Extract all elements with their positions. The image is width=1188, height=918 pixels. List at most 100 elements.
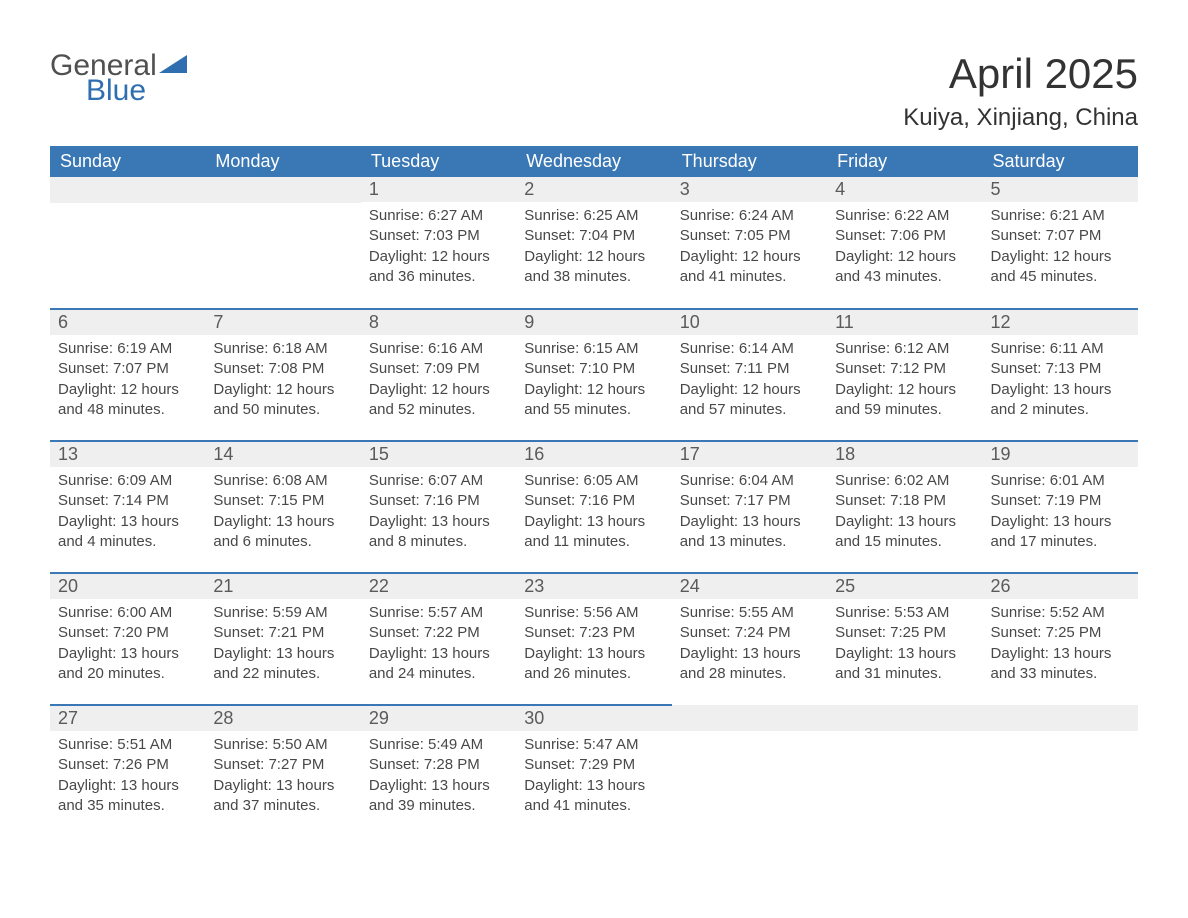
day-cell: 27Sunrise: 5:51 AMSunset: 7:26 PMDayligh… <box>50 705 205 837</box>
daylight-line: Daylight: 13 hours and 33 minutes. <box>991 644 1130 685</box>
sunset-line: Sunset: 7:27 PM <box>213 755 352 775</box>
day-number: 6 <box>50 310 205 335</box>
sunrise-line: Sunrise: 5:53 AM <box>835 603 974 623</box>
sunrise-line: Sunrise: 6:27 AM <box>369 206 508 226</box>
day-number: 4 <box>827 177 982 202</box>
daylight-line: Daylight: 13 hours and 2 minutes. <box>991 380 1130 421</box>
dow-thursday: Thursday <box>672 146 827 177</box>
daylight-line: Daylight: 13 hours and 20 minutes. <box>58 644 197 685</box>
sunrise-line: Sunrise: 6:11 AM <box>991 339 1130 359</box>
day-number: 28 <box>205 706 360 731</box>
sunset-line: Sunset: 7:25 PM <box>991 623 1130 643</box>
sunset-line: Sunset: 7:04 PM <box>524 226 663 246</box>
day-content: Sunrise: 6:08 AMSunset: 7:15 PMDaylight:… <box>205 467 360 560</box>
day-cell: 12Sunrise: 6:11 AMSunset: 7:13 PMDayligh… <box>983 309 1138 441</box>
sunrise-line: Sunrise: 5:52 AM <box>991 603 1130 623</box>
day-number: 27 <box>50 706 205 731</box>
day-content: Sunrise: 6:11 AMSunset: 7:13 PMDaylight:… <box>983 335 1138 428</box>
sunrise-line: Sunrise: 6:14 AM <box>680 339 819 359</box>
empty-day-cell <box>50 177 205 309</box>
sunrise-line: Sunrise: 6:22 AM <box>835 206 974 226</box>
day-number: 14 <box>205 442 360 467</box>
day-content: Sunrise: 6:25 AMSunset: 7:04 PMDaylight:… <box>516 202 671 295</box>
sunset-line: Sunset: 7:25 PM <box>835 623 974 643</box>
sunrise-line: Sunrise: 6:02 AM <box>835 471 974 491</box>
sunset-line: Sunset: 7:16 PM <box>524 491 663 511</box>
day-cell: 20Sunrise: 6:00 AMSunset: 7:20 PMDayligh… <box>50 573 205 705</box>
day-number: 5 <box>983 177 1138 202</box>
day-cell: 23Sunrise: 5:56 AMSunset: 7:23 PMDayligh… <box>516 573 671 705</box>
sunset-line: Sunset: 7:13 PM <box>991 359 1130 379</box>
day-cell: 30Sunrise: 5:47 AMSunset: 7:29 PMDayligh… <box>516 705 671 837</box>
sunset-line: Sunset: 7:14 PM <box>58 491 197 511</box>
day-number: 30 <box>516 706 671 731</box>
sunrise-line: Sunrise: 6:24 AM <box>680 206 819 226</box>
daylight-line: Daylight: 12 hours and 41 minutes. <box>680 247 819 288</box>
day-number: 29 <box>361 706 516 731</box>
empty-day-cell <box>672 705 827 837</box>
day-cell: 16Sunrise: 6:05 AMSunset: 7:16 PMDayligh… <box>516 441 671 573</box>
sunrise-line: Sunrise: 5:59 AM <box>213 603 352 623</box>
day-content: Sunrise: 6:24 AMSunset: 7:05 PMDaylight:… <box>672 202 827 295</box>
sunset-line: Sunset: 7:22 PM <box>369 623 508 643</box>
day-number: 21 <box>205 574 360 599</box>
day-number: 11 <box>827 310 982 335</box>
day-content: Sunrise: 6:07 AMSunset: 7:16 PMDaylight:… <box>361 467 516 560</box>
dow-sunday: Sunday <box>50 146 205 177</box>
sunset-line: Sunset: 7:12 PM <box>835 359 974 379</box>
day-cell: 29Sunrise: 5:49 AMSunset: 7:28 PMDayligh… <box>361 705 516 837</box>
dow-tuesday: Tuesday <box>361 146 516 177</box>
day-number: 1 <box>361 177 516 202</box>
sunrise-line: Sunrise: 5:50 AM <box>213 735 352 755</box>
day-cell: 10Sunrise: 6:14 AMSunset: 7:11 PMDayligh… <box>672 309 827 441</box>
daylight-line: Daylight: 12 hours and 57 minutes. <box>680 380 819 421</box>
daylight-line: Daylight: 13 hours and 31 minutes. <box>835 644 974 685</box>
day-cell: 24Sunrise: 5:55 AMSunset: 7:24 PMDayligh… <box>672 573 827 705</box>
day-content: Sunrise: 6:18 AMSunset: 7:08 PMDaylight:… <box>205 335 360 428</box>
daylight-line: Daylight: 13 hours and 15 minutes. <box>835 512 974 553</box>
day-content: Sunrise: 6:21 AMSunset: 7:07 PMDaylight:… <box>983 202 1138 295</box>
dow-monday: Monday <box>205 146 360 177</box>
sunset-line: Sunset: 7:19 PM <box>991 491 1130 511</box>
day-content: Sunrise: 6:09 AMSunset: 7:14 PMDaylight:… <box>50 467 205 560</box>
sunset-line: Sunset: 7:05 PM <box>680 226 819 246</box>
dow-friday: Friday <box>827 146 982 177</box>
empty-day-cell <box>827 705 982 837</box>
day-content: Sunrise: 5:50 AMSunset: 7:27 PMDaylight:… <box>205 731 360 824</box>
sunrise-line: Sunrise: 5:55 AM <box>680 603 819 623</box>
day-cell: 28Sunrise: 5:50 AMSunset: 7:27 PMDayligh… <box>205 705 360 837</box>
sunrise-line: Sunrise: 6:16 AM <box>369 339 508 359</box>
sunset-line: Sunset: 7:21 PM <box>213 623 352 643</box>
daylight-line: Daylight: 12 hours and 50 minutes. <box>213 380 352 421</box>
calendar-table: Sunday Monday Tuesday Wednesday Thursday… <box>50 146 1138 837</box>
sunrise-line: Sunrise: 5:57 AM <box>369 603 508 623</box>
brand-logo: General Blue <box>50 50 187 105</box>
sunrise-line: Sunrise: 6:25 AM <box>524 206 663 226</box>
sunrise-line: Sunrise: 6:07 AM <box>369 471 508 491</box>
day-number: 3 <box>672 177 827 202</box>
sunset-line: Sunset: 7:07 PM <box>991 226 1130 246</box>
daylight-line: Daylight: 13 hours and 4 minutes. <box>58 512 197 553</box>
sunset-line: Sunset: 7:18 PM <box>835 491 974 511</box>
logo-word-blue: Blue <box>86 77 187 106</box>
day-number: 24 <box>672 574 827 599</box>
day-number: 23 <box>516 574 671 599</box>
daylight-line: Daylight: 13 hours and 6 minutes. <box>213 512 352 553</box>
sunset-line: Sunset: 7:29 PM <box>524 755 663 775</box>
empty-day-cell <box>205 177 360 309</box>
calendar-week-row: 1Sunrise: 6:27 AMSunset: 7:03 PMDaylight… <box>50 177 1138 309</box>
day-content: Sunrise: 6:14 AMSunset: 7:11 PMDaylight:… <box>672 335 827 428</box>
daylight-line: Daylight: 13 hours and 28 minutes. <box>680 644 819 685</box>
sunrise-line: Sunrise: 6:18 AM <box>213 339 352 359</box>
location-subtitle: Kuiya, Xinjiang, China <box>903 104 1138 132</box>
day-cell: 9Sunrise: 6:15 AMSunset: 7:10 PMDaylight… <box>516 309 671 441</box>
day-number: 25 <box>827 574 982 599</box>
logo-triangle-icon <box>159 50 187 79</box>
daylight-line: Daylight: 13 hours and 11 minutes. <box>524 512 663 553</box>
calendar-week-row: 27Sunrise: 5:51 AMSunset: 7:26 PMDayligh… <box>50 705 1138 837</box>
daylight-line: Daylight: 13 hours and 8 minutes. <box>369 512 508 553</box>
sunset-line: Sunset: 7:17 PM <box>680 491 819 511</box>
day-cell: 3Sunrise: 6:24 AMSunset: 7:05 PMDaylight… <box>672 177 827 309</box>
day-cell: 26Sunrise: 5:52 AMSunset: 7:25 PMDayligh… <box>983 573 1138 705</box>
sunrise-line: Sunrise: 6:04 AM <box>680 471 819 491</box>
